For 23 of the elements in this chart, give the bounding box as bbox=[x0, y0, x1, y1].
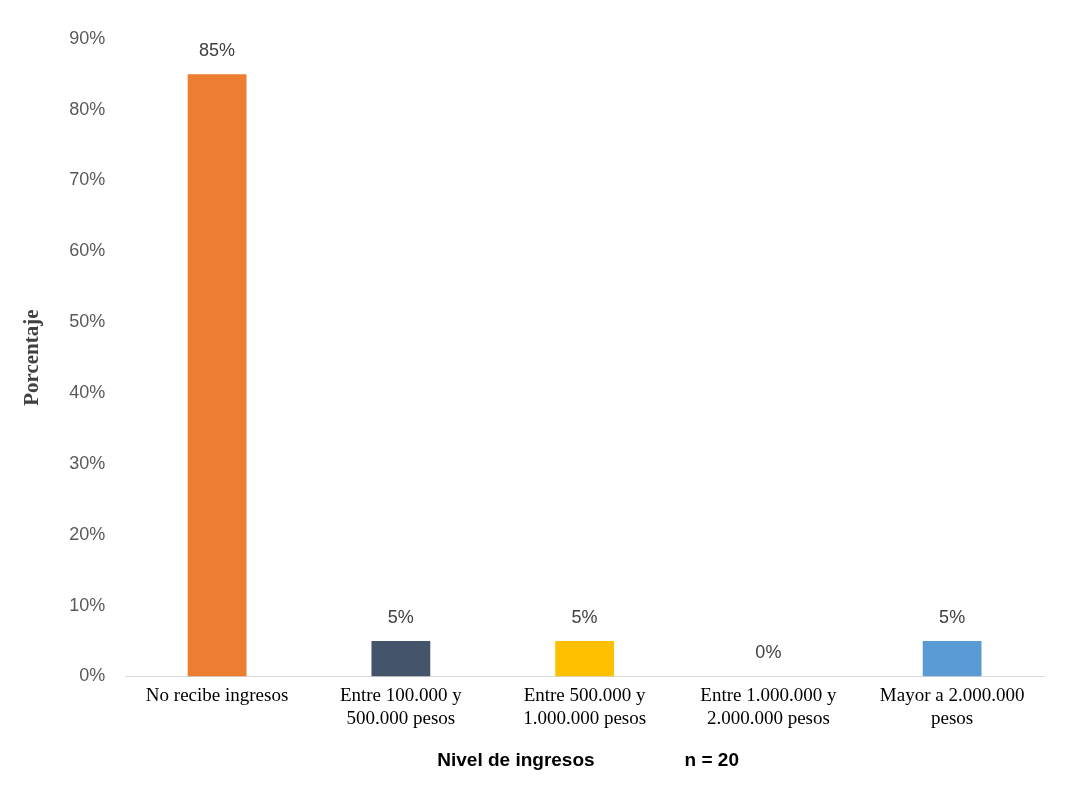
y-tick-label: 0% bbox=[79, 665, 106, 686]
x-tick-label: No recibe ingresos bbox=[145, 683, 289, 705]
y-tick-label: 90% bbox=[69, 27, 106, 48]
data-label: 5% bbox=[939, 606, 966, 627]
y-tick-label: 20% bbox=[69, 523, 106, 544]
y-tick-label: 60% bbox=[69, 240, 106, 261]
y-axis-title: Porcentaje bbox=[19, 309, 44, 406]
y-tick-label: 40% bbox=[69, 381, 106, 402]
x-tick-label: Entre 1.000.000 y 2.000.000 pesos bbox=[700, 683, 837, 728]
y-tick-label: 70% bbox=[69, 169, 106, 190]
data-label: 5% bbox=[387, 606, 414, 627]
x-tick-label: Entre 100.000 y 500.000 pesos bbox=[339, 683, 463, 728]
y-tick-label: 10% bbox=[69, 594, 106, 615]
x-tick-label: Mayor a 2.000.000 pesos bbox=[879, 683, 1025, 728]
data-label: 0% bbox=[755, 642, 782, 663]
y-tick-label: 80% bbox=[69, 98, 106, 119]
y-tick-label: 50% bbox=[69, 311, 106, 332]
data-label: 85% bbox=[199, 40, 236, 61]
x-tick-label: Entre 500.000 y 1.000.000 pesos bbox=[523, 683, 647, 728]
y-tick-label: 30% bbox=[69, 452, 106, 473]
x-axis-title: Nivel de ingresos bbox=[437, 749, 595, 771]
text: n = 20 bbox=[684, 749, 740, 771]
data-label: 5% bbox=[571, 606, 598, 627]
